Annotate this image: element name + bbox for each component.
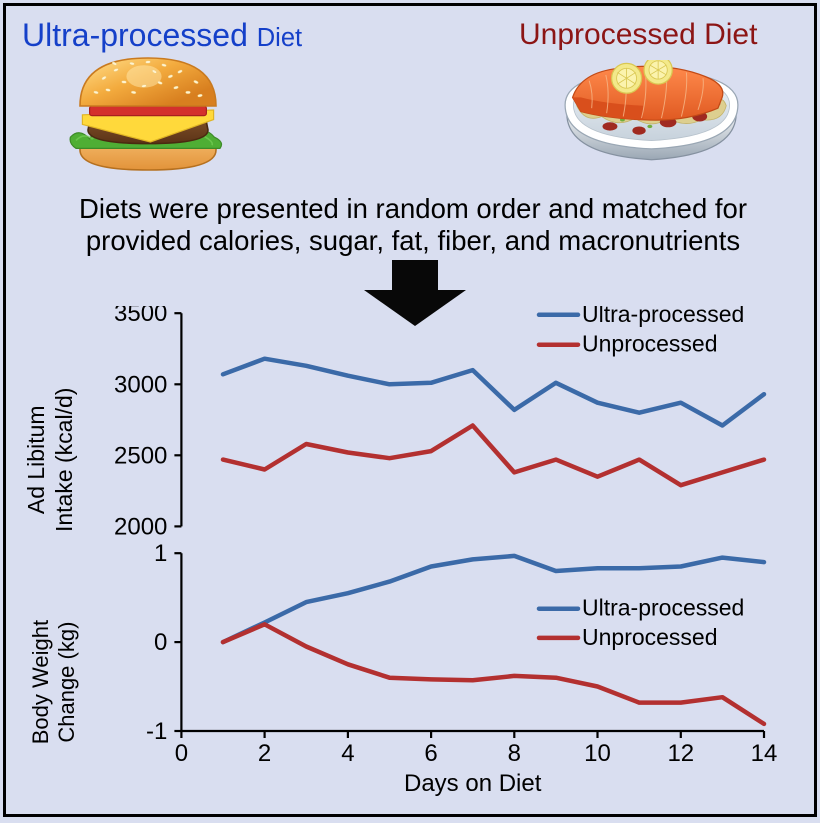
svg-text:2000: 2000: [114, 513, 167, 540]
svg-text:Unprocessed: Unprocessed: [582, 624, 718, 650]
svg-text:Ultra-processed: Ultra-processed: [582, 595, 744, 621]
svg-text:Days on Diet: Days on Diet: [404, 770, 542, 797]
svg-text:3500: 3500: [114, 306, 167, 327]
svg-text:6: 6: [424, 740, 437, 767]
svg-text:3000: 3000: [114, 371, 167, 398]
svg-text:Intake (kcal/d): Intake (kcal/d): [51, 388, 77, 532]
svg-text:Ad Libitum: Ad Libitum: [23, 405, 49, 514]
svg-text:14: 14: [751, 740, 778, 767]
svg-text:4: 4: [341, 740, 354, 767]
svg-text:2: 2: [258, 740, 271, 767]
svg-text:0: 0: [154, 629, 167, 656]
svg-text:Body Weight: Body Weight: [28, 620, 53, 744]
svg-text:Unprocessed: Unprocessed: [582, 331, 718, 357]
svg-text:2500: 2500: [114, 442, 167, 469]
svg-text:10: 10: [584, 740, 611, 767]
svg-text:Change (kg): Change (kg): [54, 622, 79, 743]
svg-text:0: 0: [175, 740, 188, 767]
svg-text:12: 12: [667, 740, 694, 767]
svg-text:-1: -1: [146, 718, 167, 745]
svg-text:1: 1: [154, 540, 167, 567]
svg-text:8: 8: [508, 740, 521, 767]
svg-text:Ultra-processed: Ultra-processed: [582, 306, 744, 327]
